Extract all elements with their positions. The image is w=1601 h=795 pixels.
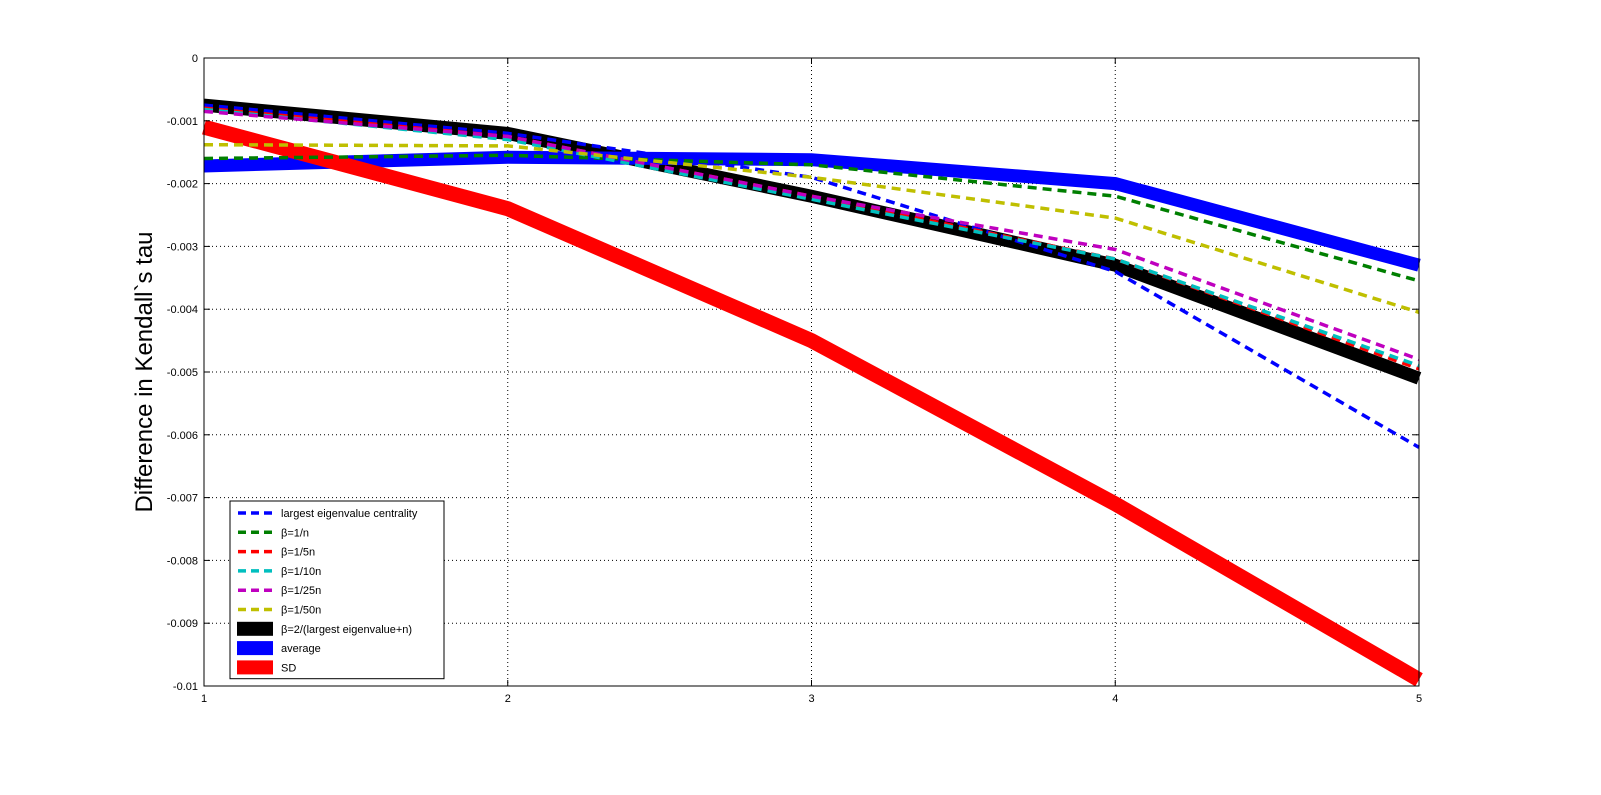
y-tick-label: -0.003 (167, 241, 198, 253)
legend-label: β=1/n (281, 527, 309, 539)
y-tick-label: -0.008 (167, 555, 198, 567)
x-tick-label: 4 (1112, 693, 1118, 705)
y-tick-label: -0.007 (167, 493, 198, 505)
y-tick-label: -0.009 (167, 618, 198, 630)
y-tick-label: -0.005 (167, 367, 198, 379)
plot-lines (202, 98, 1423, 687)
series-line-5 (203, 109, 1420, 362)
y-tick-label: -0.002 (167, 179, 198, 191)
legend-label: β=2/(largest eigenvalue+n) (281, 624, 412, 636)
legend-label: SD (281, 662, 296, 674)
y-tick-label: -0.001 (167, 116, 198, 128)
legend-label: largest eigenvalue centrality (281, 508, 418, 520)
x-tick-label: 2 (505, 693, 511, 705)
axis-ticks: 1 2 3 4 5 0 -0.001 -0.002 -0.003 -0.004 -0.005 -0.0… (167, 53, 1422, 705)
series-line-6 (203, 142, 1420, 314)
legend-label: β=1/25n (281, 585, 321, 597)
legend-label: average (281, 643, 321, 655)
series-line-2 (203, 153, 1420, 283)
y-tick-label: -0.004 (167, 304, 198, 316)
series-line-8 (203, 150, 1421, 272)
x-tick-label: 1 (201, 693, 207, 705)
y-axis-label: Difference in Kendall`s tau (131, 231, 158, 512)
legend-label: β=1/5n (281, 547, 315, 559)
legend-label: β=1/50n (281, 605, 321, 617)
legend-label: β=1/10n (281, 566, 321, 578)
x-tick-label: 3 (808, 693, 814, 705)
y-tick-label: -0.006 (167, 430, 198, 442)
legend: largest eigenvalue centrality β=1/n β=1/5n… (229, 500, 445, 680)
legend-swatch (237, 641, 273, 656)
y-tick-label: -0.01 (173, 681, 198, 693)
series-line-1 (203, 103, 1420, 449)
legend-swatch (237, 621, 273, 636)
series-line-9 (202, 119, 1423, 687)
legend-swatch (237, 660, 273, 675)
y-tick-label: 0 (192, 53, 198, 65)
x-tick-label: 5 (1416, 693, 1422, 705)
series-line-4 (203, 107, 1420, 368)
